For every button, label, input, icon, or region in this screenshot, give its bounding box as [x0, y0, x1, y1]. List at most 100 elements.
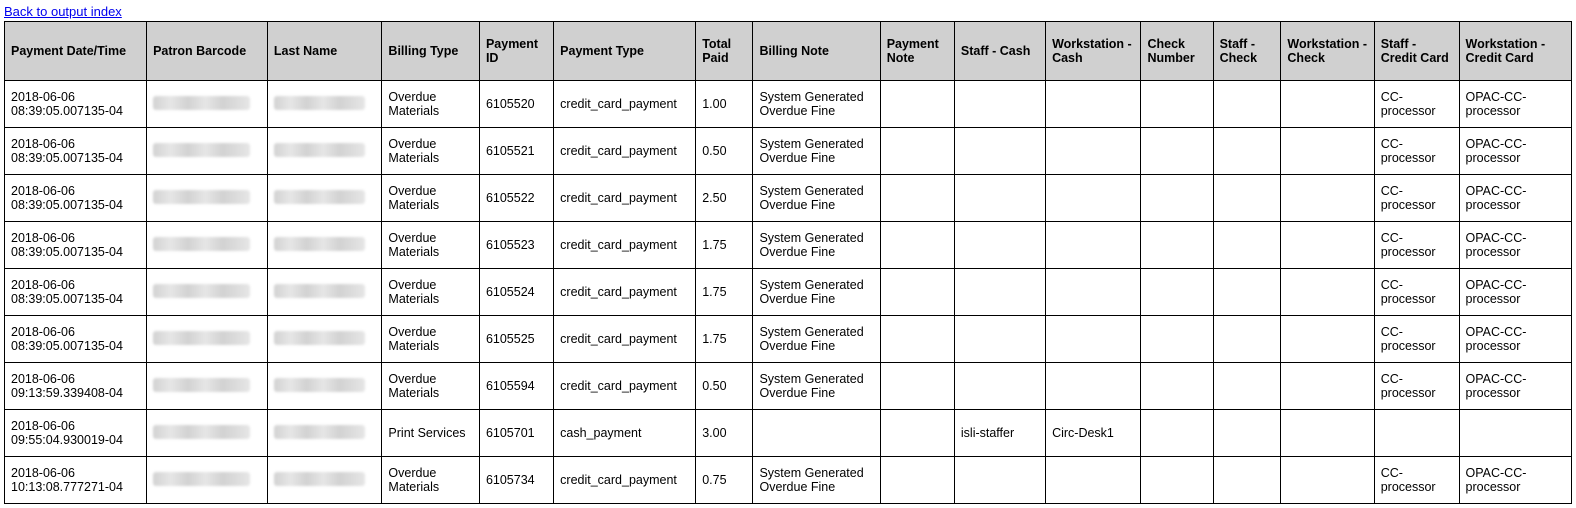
cell-total-paid: 0.75	[696, 457, 753, 504]
cell-billing-note: System Generated Overdue Fine	[753, 316, 880, 363]
cell-billing-type: Overdue Materials	[382, 175, 480, 222]
cell-billing-type: Overdue Materials	[382, 316, 480, 363]
cell-staff-cc: CC-processor	[1374, 175, 1459, 222]
cell-workstation-check	[1281, 222, 1374, 269]
table-row: 2018-06-06 08:39:05.007135-04Overdue Mat…	[5, 316, 1572, 363]
redacted-value	[153, 378, 250, 392]
cell-total-paid: 2.50	[696, 175, 753, 222]
cell-billing-type: Overdue Materials	[382, 363, 480, 410]
cell-staff-cc: CC-processor	[1374, 316, 1459, 363]
cell-staff-cash	[954, 363, 1045, 410]
cell-datetime: 2018-06-06 08:39:05.007135-04	[5, 269, 147, 316]
cell-payment-note	[880, 363, 954, 410]
cell-staff-check	[1213, 457, 1281, 504]
cell-billing-type: Overdue Materials	[382, 457, 480, 504]
cell-staff-check	[1213, 175, 1281, 222]
table-row: 2018-06-06 08:39:05.007135-04Overdue Mat…	[5, 81, 1572, 128]
cell-workstation-cc: OPAC-CC-processor	[1459, 222, 1571, 269]
cell-payment-type: credit_card_payment	[554, 457, 696, 504]
cell-patron-barcode	[147, 363, 268, 410]
col-header-staff-cash: Staff - Cash	[954, 22, 1045, 81]
cell-workstation-cash	[1046, 128, 1141, 175]
cell-payment-type: cash_payment	[554, 410, 696, 457]
cell-staff-cash	[954, 457, 1045, 504]
cell-payment-type: credit_card_payment	[554, 81, 696, 128]
cell-total-paid: 1.75	[696, 316, 753, 363]
col-header-billing-type: Billing Type	[382, 22, 480, 81]
cell-staff-cc: CC-processor	[1374, 457, 1459, 504]
table-row: 2018-06-06 09:13:59.339408-04 Overdue Mat…	[5, 363, 1572, 410]
cell-datetime: 2018-06-06 09:55:04.930019-04	[5, 410, 147, 457]
cell-patron-barcode	[147, 128, 268, 175]
cell-last-name	[267, 81, 382, 128]
cell-billing-note: System Generated Overdue Fine	[753, 269, 880, 316]
cell-payment-type: credit_card_payment	[554, 269, 696, 316]
cell-payment-note	[880, 128, 954, 175]
cell-billing-note	[753, 410, 880, 457]
col-header-staff-check: Staff - Check	[1213, 22, 1281, 81]
cell-payment-type: credit_card_payment	[554, 316, 696, 363]
redacted-value	[274, 284, 365, 298]
cell-staff-cc: CC-processor	[1374, 81, 1459, 128]
cell-datetime: 2018-06-06 09:13:59.339408-04	[5, 363, 147, 410]
cell-workstation-check	[1281, 128, 1374, 175]
cell-workstation-cc: OPAC-CC-processor	[1459, 269, 1571, 316]
cell-payment-id: 6105523	[479, 222, 553, 269]
cell-workstation-cc: OPAC-CC-processor	[1459, 363, 1571, 410]
col-header-payment-id: Payment ID	[479, 22, 553, 81]
cell-workstation-check	[1281, 316, 1374, 363]
cell-payment-id: 6105594	[479, 363, 553, 410]
cell-check-number	[1141, 363, 1213, 410]
cell-payment-id: 6105520	[479, 81, 553, 128]
cell-staff-cash	[954, 269, 1045, 316]
col-header-patron-barcode: Patron Barcode	[147, 22, 268, 81]
cell-payment-type: credit_card_payment	[554, 363, 696, 410]
cell-workstation-cash	[1046, 316, 1141, 363]
cell-staff-check	[1213, 81, 1281, 128]
back-to-output-index-link[interactable]: Back to output index	[4, 4, 122, 19]
cell-workstation-cash	[1046, 175, 1141, 222]
cell-patron-barcode	[147, 81, 268, 128]
redacted-value	[153, 425, 250, 439]
cell-last-name	[267, 175, 382, 222]
cell-datetime: 2018-06-06 08:39:05.007135-04	[5, 222, 147, 269]
cell-payment-type: credit_card_payment	[554, 222, 696, 269]
redacted-value	[153, 143, 250, 157]
cell-patron-barcode	[147, 457, 268, 504]
cell-billing-type: Overdue Materials	[382, 269, 480, 316]
cell-billing-type: Print Services	[382, 410, 480, 457]
cell-staff-cc: CC-processor	[1374, 128, 1459, 175]
cell-staff-cash	[954, 175, 1045, 222]
cell-patron-barcode	[147, 222, 268, 269]
cell-last-name	[267, 222, 382, 269]
payments-report-table: Payment Date/Time Patron Barcode Last Na…	[4, 21, 1572, 504]
redacted-value	[153, 237, 250, 251]
cell-staff-check	[1213, 410, 1281, 457]
cell-staff-cc: CC-processor	[1374, 222, 1459, 269]
cell-workstation-cc: OPAC-CC-processor	[1459, 81, 1571, 128]
table-row: 2018-06-06 10:13:08.777271-04Overdue Mat…	[5, 457, 1572, 504]
cell-total-paid: 0.50	[696, 363, 753, 410]
cell-workstation-cash	[1046, 457, 1141, 504]
table-row: 2018-06-06 08:39:05.007135-04 Overdue Mat…	[5, 269, 1572, 316]
cell-staff-check	[1213, 316, 1281, 363]
cell-workstation-check	[1281, 81, 1374, 128]
cell-staff-check	[1213, 128, 1281, 175]
col-header-payment-type: Payment Type	[554, 22, 696, 81]
cell-staff-cc	[1374, 410, 1459, 457]
cell-workstation-cash: Circ-Desk1	[1046, 410, 1141, 457]
cell-billing-type: Overdue Materials	[382, 81, 480, 128]
redacted-value	[153, 472, 250, 486]
cell-patron-barcode	[147, 175, 268, 222]
cell-staff-cc: CC-processor	[1374, 363, 1459, 410]
cell-check-number	[1141, 175, 1213, 222]
cell-last-name	[267, 269, 382, 316]
cell-workstation-cc: OPAC-CC-processor	[1459, 457, 1571, 504]
cell-billing-type: Overdue Materials	[382, 128, 480, 175]
cell-check-number	[1141, 457, 1213, 504]
cell-payment-note	[880, 81, 954, 128]
cell-workstation-check	[1281, 457, 1374, 504]
cell-workstation-cc: OPAC-CC-processor	[1459, 316, 1571, 363]
cell-workstation-check	[1281, 410, 1374, 457]
cell-workstation-cc: OPAC-CC-processor	[1459, 128, 1571, 175]
